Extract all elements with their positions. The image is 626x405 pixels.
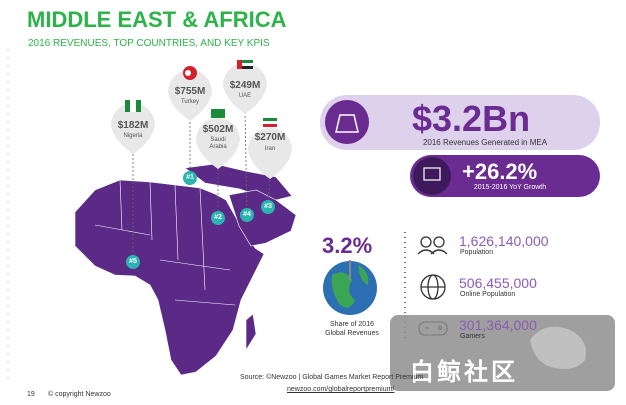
pin-value: $755M xyxy=(174,86,206,97)
pins xyxy=(111,63,292,179)
rank: #1 xyxy=(186,174,194,181)
icon-part xyxy=(335,114,359,133)
rank: #4 xyxy=(243,211,251,218)
icon-part xyxy=(125,100,130,112)
pin-country: Turkey xyxy=(180,99,200,105)
pin-leaders xyxy=(132,111,271,258)
stat-value: 301,364,000 xyxy=(459,317,537,333)
rank: #5 xyxy=(129,258,137,265)
growth-icon xyxy=(413,157,451,195)
pin-leader xyxy=(244,111,248,212)
pin-country: Nigeria xyxy=(123,133,143,139)
share-value: 3.2% xyxy=(322,233,373,258)
icon-part xyxy=(530,326,586,369)
icon-part xyxy=(420,236,432,248)
rank: #3 xyxy=(264,203,272,210)
icon-part xyxy=(263,121,277,124)
stat-label: Gamers xyxy=(460,333,485,340)
title: MIDDLE EAST & AFRICA xyxy=(27,7,287,32)
map-madagascar xyxy=(245,313,257,352)
stat-label: Population xyxy=(460,249,494,256)
page-number: 19 xyxy=(27,391,35,398)
map xyxy=(74,163,297,376)
pin-country: UAE xyxy=(238,93,252,99)
flags xyxy=(125,60,277,127)
subtitle: 2016 REVENUES, TOP COUNTRIES, AND KEY KP… xyxy=(28,38,270,49)
icon-part xyxy=(433,236,445,248)
stat-label: Online Population xyxy=(460,291,516,298)
source-link: newzoo.com/globalreportpremium/ xyxy=(287,386,395,393)
source: Source: ©Newzoo | Global Games Market Re… xyxy=(240,374,424,381)
map-region xyxy=(184,163,293,202)
icon-part xyxy=(237,63,253,66)
icon-part xyxy=(211,211,225,225)
icon-part xyxy=(126,255,140,269)
icon-part xyxy=(417,249,448,255)
revenue-value: $3.2Bn xyxy=(412,98,531,139)
icon-part xyxy=(136,100,141,112)
icon-part xyxy=(183,171,197,185)
pin-value: $502M xyxy=(202,124,234,135)
icon-part xyxy=(331,265,369,308)
growth-value: +26.2% xyxy=(462,159,538,184)
stat-value: 506,455,000 xyxy=(459,275,537,291)
map-borders xyxy=(94,179,236,306)
growth-label: 2015-2016 YoY Growth xyxy=(473,184,547,191)
icon-part xyxy=(130,100,136,112)
pin xyxy=(111,103,155,154)
pin-country: Iran xyxy=(264,146,276,152)
icon-part xyxy=(237,66,253,69)
copyright: © copyright Newzoo xyxy=(48,391,111,398)
money-icon xyxy=(325,100,369,144)
rank: #2 xyxy=(214,214,222,221)
icon-part xyxy=(263,124,277,127)
pin-leader xyxy=(267,175,271,204)
icon-part xyxy=(423,167,441,181)
revenue-label: 2016 Revenues Generated in MEA xyxy=(422,138,548,147)
icon-part xyxy=(237,60,253,63)
share-label: Share of 2016 Global Revenues xyxy=(325,321,379,337)
map-arabia xyxy=(228,189,297,247)
growth-banner xyxy=(410,155,600,197)
pin xyxy=(223,63,267,114)
pin-country: Saudi Arabia xyxy=(209,137,227,150)
watermark: 白鲸社区 xyxy=(410,359,518,386)
revenue-banner xyxy=(320,95,600,150)
pin-value: $249M xyxy=(229,80,261,91)
pin-value: $270M xyxy=(254,132,286,143)
icon-part xyxy=(211,109,225,118)
stat-value: 1,626,140,000 xyxy=(459,233,549,249)
icon-part xyxy=(261,200,275,214)
pin xyxy=(248,128,292,179)
rank-markers xyxy=(126,171,275,269)
pin xyxy=(196,118,240,169)
pin xyxy=(168,70,212,121)
icon-part xyxy=(237,60,242,69)
icon-part xyxy=(240,208,254,222)
icon-part xyxy=(185,70,191,76)
pin-value: $182M xyxy=(117,120,149,131)
icon-part xyxy=(263,118,277,121)
